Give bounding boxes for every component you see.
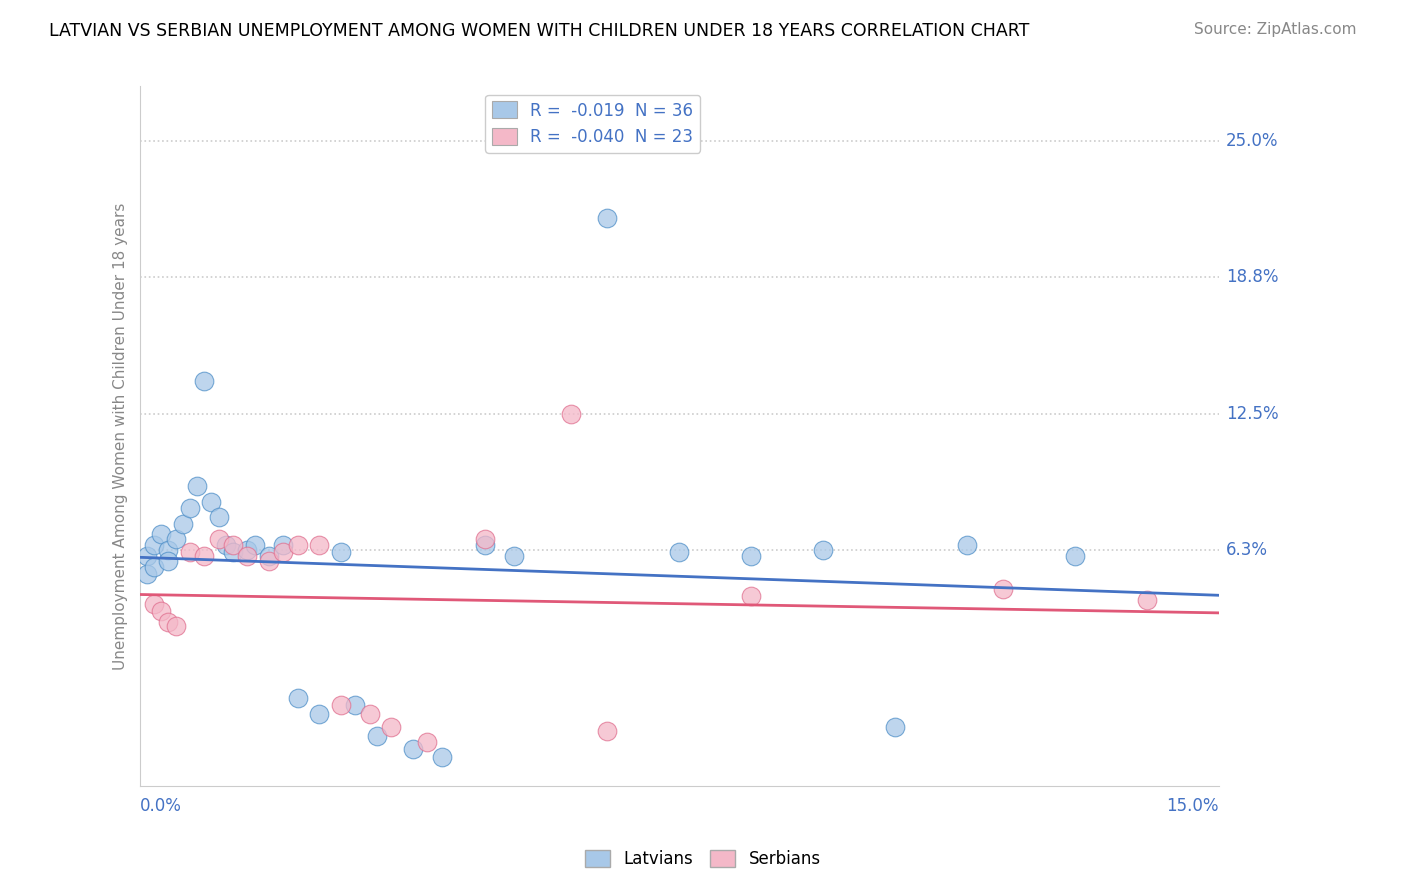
Point: [157, 554, 180, 568]
Point: [402, 741, 425, 756]
Point: [243, 538, 266, 552]
Point: [208, 510, 231, 524]
Point: [142, 598, 165, 612]
Point: [165, 532, 187, 546]
Point: [157, 542, 180, 557]
Point: [193, 549, 215, 564]
Point: [560, 407, 582, 421]
Text: 12.5%: 12.5%: [1226, 405, 1278, 423]
Point: [430, 750, 453, 764]
Point: [668, 545, 690, 559]
Point: [193, 375, 215, 389]
Point: [330, 698, 353, 712]
Point: [179, 501, 201, 516]
Point: [222, 538, 245, 552]
Point: [142, 538, 165, 552]
Text: 25.0%: 25.0%: [1226, 132, 1278, 150]
Point: [330, 545, 353, 559]
Point: [287, 691, 309, 706]
Point: [135, 549, 157, 564]
Legend: R =  -0.019  N = 36, R =  -0.040  N = 23: R = -0.019 N = 36, R = -0.040 N = 23: [485, 95, 700, 153]
Point: [956, 538, 979, 552]
Point: [150, 527, 173, 541]
Text: LATVIAN VS SERBIAN UNEMPLOYMENT AMONG WOMEN WITH CHILDREN UNDER 18 YEARS CORRELA: LATVIAN VS SERBIAN UNEMPLOYMENT AMONG WO…: [49, 22, 1029, 40]
Point: [257, 554, 280, 568]
Point: [179, 545, 201, 559]
Point: [236, 542, 259, 557]
Point: [208, 532, 231, 546]
Point: [991, 582, 1014, 596]
Text: 0.0%: 0.0%: [139, 797, 181, 814]
Point: [740, 549, 762, 564]
Point: [273, 545, 295, 559]
Point: [474, 532, 496, 546]
Text: 18.8%: 18.8%: [1226, 268, 1278, 285]
Point: [308, 538, 330, 552]
Point: [150, 604, 173, 618]
Point: [200, 494, 222, 508]
Legend: Latvians, Serbians: Latvians, Serbians: [579, 843, 827, 875]
Point: [596, 724, 619, 739]
Text: 6.3%: 6.3%: [1226, 541, 1268, 558]
Point: [474, 538, 496, 552]
Point: [273, 538, 295, 552]
Point: [165, 619, 187, 633]
Point: [502, 549, 524, 564]
Point: [215, 538, 238, 552]
Point: [257, 549, 280, 564]
Point: [157, 615, 180, 629]
Point: [811, 542, 834, 557]
Point: [359, 706, 381, 721]
Point: [380, 720, 402, 734]
Text: 15.0%: 15.0%: [1166, 797, 1219, 814]
Point: [344, 698, 367, 712]
Point: [416, 735, 439, 749]
Y-axis label: Unemployment Among Women with Children Under 18 years: Unemployment Among Women with Children U…: [114, 202, 128, 670]
Point: [287, 538, 309, 552]
Point: [366, 729, 388, 743]
Point: [1136, 593, 1159, 607]
Point: [142, 560, 165, 574]
Point: [883, 720, 905, 734]
Point: [236, 549, 259, 564]
Point: [1063, 549, 1085, 564]
Point: [172, 516, 194, 531]
Text: Source: ZipAtlas.com: Source: ZipAtlas.com: [1194, 22, 1357, 37]
Point: [308, 706, 330, 721]
Point: [186, 479, 208, 493]
Point: [135, 566, 157, 581]
Point: [222, 545, 245, 559]
Point: [740, 589, 762, 603]
Point: [596, 211, 619, 225]
